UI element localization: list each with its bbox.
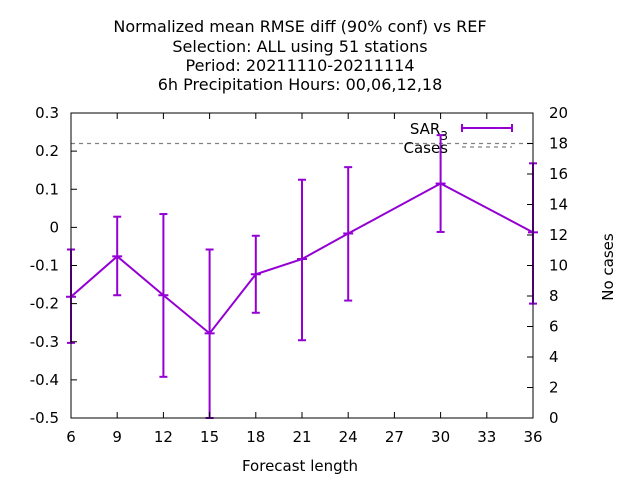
x-tick-label: 18 [246,428,265,446]
y2-tick-label: 16 [549,165,568,183]
y2-tick-label: 18 [549,135,568,153]
x-tick-label: 15 [200,428,219,446]
y-tick-label: -0.2 [30,295,59,313]
title-line-1: Normalized mean RMSE diff (90% conf) vs … [113,17,486,36]
x-tick-label: 33 [477,428,496,446]
y-tick-label: 0.2 [35,142,59,160]
y2-tick-label: 10 [549,257,568,275]
y2-tick-label: 20 [549,104,568,122]
y-tick-label: 0 [49,218,59,236]
y-tick-label: -0.4 [30,371,59,389]
x-tick-label: 24 [339,428,358,446]
x-tick-label: 27 [385,428,404,446]
legend-label-sar: SAR3 [410,120,448,143]
series-layer [66,124,538,419]
chart-title: Normalized mean RMSE diff (90% conf) vs … [113,17,486,94]
y2-tick-label: 6 [549,318,559,336]
legend-label-cases: Cases [403,139,448,157]
legend: SAR3 Cases [403,120,448,157]
title-line-2: Selection: ALL using 51 stations [172,37,427,56]
legend-sar-name: SAR [410,120,440,138]
y2-tick-label: 2 [549,379,559,397]
legend-sar-subscript: 3 [440,129,448,143]
x-tick-label: 21 [292,428,311,446]
x-tick-label: 30 [431,428,450,446]
title-line-3: Period: 20211110-20211114 [185,56,414,75]
y-tick-label: -0.5 [30,409,59,427]
y2-tick-label: 0 [549,409,559,427]
y2-tick-label: 12 [549,226,568,244]
title-line-4: 6h Precipitation Hours: 00,06,12,18 [158,75,443,94]
x-tick-label: 12 [154,428,173,446]
y2-tick-label: 8 [549,287,559,305]
x-tick-label: 9 [112,428,122,446]
x-tick-label: 36 [523,428,542,446]
y-tick-label: -0.1 [30,257,59,275]
y-tick-label: 0.1 [35,180,59,198]
y2-tick-label: 14 [549,196,568,214]
y-tick-label: 0.3 [35,104,59,122]
y-tick-label: -0.3 [30,333,59,351]
cases-layer [71,142,533,148]
y2-axis-label: No cases [599,233,617,301]
axis-ticks: 6 9 12 15 18 21 24 27 30 33 360.30.20.10-0.1-0.2-0… [30,104,568,446]
x-axis-label: Forecast length [242,457,358,475]
x-tick-label: 6 [66,428,76,446]
y2-tick-label: 4 [549,348,559,366]
